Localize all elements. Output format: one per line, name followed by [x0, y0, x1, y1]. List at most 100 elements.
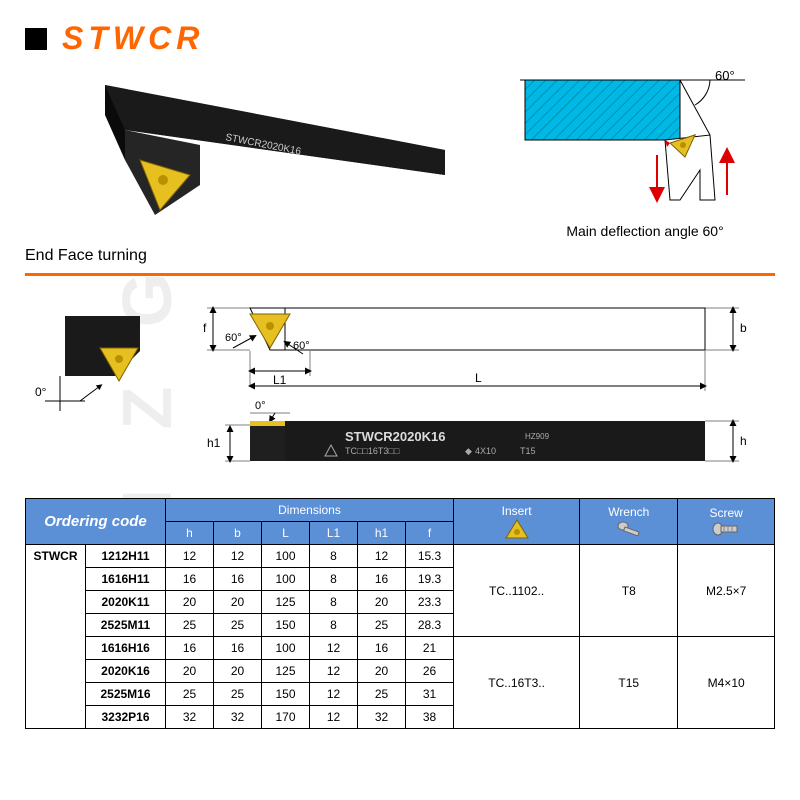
dim-cell: 20 [214, 660, 262, 683]
dim-cell: 38 [406, 706, 454, 729]
screw-cell: M4×10 [678, 637, 775, 729]
svg-text:0°: 0° [255, 400, 266, 412]
dim-cell: 16 [166, 637, 214, 660]
code-cell: 2020K11 [86, 591, 166, 614]
svg-text:0°: 0° [35, 385, 47, 399]
svg-text:L: L [475, 371, 482, 385]
dim-cell: 12 [166, 545, 214, 568]
svg-text:h1: h1 [207, 436, 221, 450]
dim-cell: 16 [358, 568, 406, 591]
svg-text:60°: 60° [225, 332, 242, 344]
main-views: 60° 60° f b L1 [195, 286, 775, 486]
bullet-square [25, 28, 47, 50]
family-cell: STWCR [26, 545, 86, 729]
dimension-section: 0° 60° 60° [25, 286, 775, 486]
svg-text:TC□□16T3□□: TC□□16T3□□ [345, 446, 400, 456]
code-cell: 1212H11 [86, 545, 166, 568]
dim-cell: 20 [166, 591, 214, 614]
dim-cell: 125 [262, 660, 310, 683]
svg-text:b: b [740, 321, 747, 335]
section-label: End Face turning [25, 247, 775, 265]
wrench-cell: T15 [580, 637, 678, 729]
code-cell: 1616H11 [86, 568, 166, 591]
dim-cell: 8 [310, 614, 358, 637]
dim-cell: 12 [214, 545, 262, 568]
svg-text:h: h [740, 434, 747, 448]
dim-cell: 8 [310, 545, 358, 568]
code-cell: 1616H16 [86, 637, 166, 660]
dim-cell: 26 [406, 660, 454, 683]
dim-cell: 15.3 [406, 545, 454, 568]
th-screw: Screw [678, 499, 775, 545]
perspective-tool-svg: STWCR2020K16 [25, 65, 465, 225]
dim-cell: 16 [166, 568, 214, 591]
table-row: 1616H161616100121621TC..16T3..T15M4×10 [26, 637, 775, 660]
th-h1: h1 [358, 522, 406, 545]
orange-rule [25, 273, 775, 276]
th-L: L [262, 522, 310, 545]
dim-cell: 21 [406, 637, 454, 660]
dim-cell: 150 [262, 683, 310, 706]
table-row: STWCR1212H11121210081215.3TC..1102..T8M2… [26, 545, 775, 568]
th-L1: L1 [310, 522, 358, 545]
svg-text:f: f [203, 321, 207, 335]
th-ordering: Ordering code [26, 499, 166, 545]
dim-cell: 25 [358, 683, 406, 706]
svg-text:◆: ◆ [465, 446, 472, 456]
svg-text:HZ909: HZ909 [525, 432, 550, 441]
dim-cell: 20 [166, 660, 214, 683]
dim-cell: 12 [310, 683, 358, 706]
dim-cell: 31 [406, 683, 454, 706]
product-title: STWCR [62, 20, 204, 57]
th-b: b [214, 522, 262, 545]
angle-diagram: 60° Main deflection angle 60° [515, 65, 775, 239]
dim-cell: 16 [214, 568, 262, 591]
svg-text:T15: T15 [520, 446, 536, 456]
tool-photo: STWCR2020K16 [25, 65, 485, 225]
svg-text:STWCR2020K16: STWCR2020K16 [345, 429, 445, 444]
dim-cell: 25 [214, 683, 262, 706]
dim-cell: 16 [214, 637, 262, 660]
dim-cell: 12 [310, 637, 358, 660]
dim-cell: 12 [310, 706, 358, 729]
dim-cell: 8 [310, 568, 358, 591]
dim-cell: 25 [166, 614, 214, 637]
dim-cell: 8 [310, 591, 358, 614]
dim-cell: 28.3 [406, 614, 454, 637]
dim-cell: 20 [358, 660, 406, 683]
th-dimensions: Dimensions [166, 499, 454, 522]
insert-cell: TC..1102.. [454, 545, 580, 637]
top-section: STWCR2020K16 [25, 65, 775, 239]
th-insert: Insert [454, 499, 580, 545]
dim-cell: 23.3 [406, 591, 454, 614]
insert-cell: TC..16T3.. [454, 637, 580, 729]
code-cell: 3232P16 [86, 706, 166, 729]
screw-cell: M2.5×7 [678, 545, 775, 637]
dim-cell: 32 [358, 706, 406, 729]
dim-cell: 19.3 [406, 568, 454, 591]
dim-cell: 32 [214, 706, 262, 729]
dim-cell: 20 [358, 591, 406, 614]
dim-cell: 100 [262, 637, 310, 660]
spec-table: Ordering code Dimensions Insert Wrench S… [25, 498, 775, 729]
dim-cell: 100 [262, 568, 310, 591]
th-h: h [166, 522, 214, 545]
dim-cell: 25 [358, 614, 406, 637]
dim-cell: 150 [262, 614, 310, 637]
dim-cell: 100 [262, 545, 310, 568]
dim-cell: 12 [358, 545, 406, 568]
front-view-svg: 0° STWCR2020K16 TC□□16T3□□ ◆ 4X10 T15 HZ… [195, 399, 755, 479]
dim-cell: 170 [262, 706, 310, 729]
angle-60-label: 60° [715, 68, 735, 83]
side-view: 0° [25, 286, 175, 486]
code-cell: 2020K16 [86, 660, 166, 683]
wrench-cell: T8 [580, 545, 678, 637]
table-body: STWCR1212H11121210081215.3TC..1102..T8M2… [26, 545, 775, 729]
th-f: f [406, 522, 454, 545]
dim-cell: 125 [262, 591, 310, 614]
code-cell: 2525M16 [86, 683, 166, 706]
dim-cell: 20 [214, 591, 262, 614]
svg-text:4X10: 4X10 [475, 446, 496, 456]
deflection-label: Main deflection angle 60° [515, 223, 775, 239]
svg-text:L1: L1 [273, 373, 287, 387]
